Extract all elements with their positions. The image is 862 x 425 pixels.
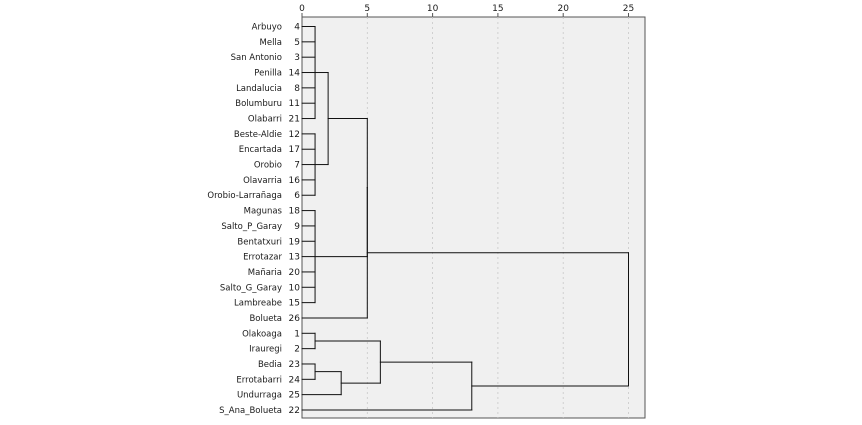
leaf-name: S_Ana_Bolueta — [219, 406, 282, 416]
plot-area — [301, 16, 646, 419]
leaf-name: Orobio-Larrañaga — [207, 191, 282, 201]
leaf-id: 24 — [289, 375, 301, 385]
leaf-name: Irauregi — [249, 345, 282, 355]
leaf-id: 16 — [289, 176, 301, 186]
leaf-name: Bentatxuri — [237, 237, 282, 247]
leaf-name: Mella — [260, 38, 283, 48]
leaf-name: Olakoaga — [242, 329, 282, 339]
leaf-name: Encartada — [239, 145, 282, 155]
leaf-id: 19 — [289, 237, 301, 247]
leaf-name: Beste-Aldie — [234, 130, 282, 140]
leaf-id: 22 — [289, 406, 300, 416]
leaf-labels: Arbuyo 4 Mella 5 San Antonio 3 Penilla 14 Landal… — [207, 23, 300, 417]
leaf-id: 4 — [294, 23, 300, 33]
leaf-id: 21 — [289, 115, 300, 125]
leaf-name: Errotabarri — [236, 375, 282, 385]
leaf-name: San Antonio — [231, 53, 282, 63]
leaf-name: Mañaria — [248, 268, 282, 278]
leaf-id: 11 — [289, 99, 300, 109]
leaf-name: Errotazar — [243, 253, 282, 263]
leaf-id: 18 — [289, 207, 301, 217]
leaf-id: 10 — [289, 283, 301, 293]
leaf-name: Olavarria — [243, 176, 282, 186]
leaf-name: Undurraga — [237, 391, 282, 401]
leaf-id: 23 — [289, 360, 300, 370]
x-tick-label: 20 — [557, 4, 569, 14]
leaf-id: 3 — [294, 53, 300, 63]
x-tick-label: 0 — [299, 4, 305, 14]
x-tick-label: 15 — [492, 4, 503, 14]
leaf-name: Penilla — [254, 69, 282, 79]
leaf-id: 14 — [289, 69, 301, 79]
leaf-name: Salto_G_Garay — [220, 283, 282, 293]
leaf-name: Bolueta — [249, 314, 282, 324]
leaf-id: 25 — [289, 391, 300, 401]
leaf-id: 1 — [294, 329, 300, 339]
leaf-name: Bedia — [258, 360, 282, 370]
leaf-id: 5 — [294, 38, 300, 48]
leaf-id: 17 — [289, 145, 300, 155]
leaf-name: Olabarri — [248, 115, 282, 125]
leaf-name: Salto_P_Garay — [221, 222, 282, 232]
leaf-id: 7 — [294, 161, 300, 171]
leaf-id: 12 — [289, 130, 300, 140]
x-tick-label: 25 — [623, 4, 634, 14]
leaf-id: 2 — [294, 345, 300, 355]
x-tick-label: 10 — [427, 4, 439, 14]
leaf-id: 26 — [289, 314, 301, 324]
leaf-name: Bolumburu — [235, 99, 282, 109]
leaf-name: Lambreabe — [234, 299, 282, 309]
leaf-id: 9 — [294, 222, 300, 232]
leaf-id: 15 — [289, 299, 300, 309]
leaf-id: 8 — [294, 84, 300, 94]
leaf-name: Magunas — [244, 207, 283, 217]
leaf-name: Arbuyo — [252, 23, 282, 33]
leaf-id: 6 — [294, 191, 300, 201]
dendrogram-links — [301, 26, 629, 411]
leaf-name: Orobio — [254, 161, 282, 171]
x-axis-ticks: 0 5 10 15 20 25 — [299, 4, 634, 17]
x-tick-label: 5 — [364, 4, 370, 14]
leaf-id: 20 — [289, 268, 301, 278]
leaf-name: Landalucia — [236, 84, 282, 94]
leaf-id: 13 — [289, 253, 300, 263]
